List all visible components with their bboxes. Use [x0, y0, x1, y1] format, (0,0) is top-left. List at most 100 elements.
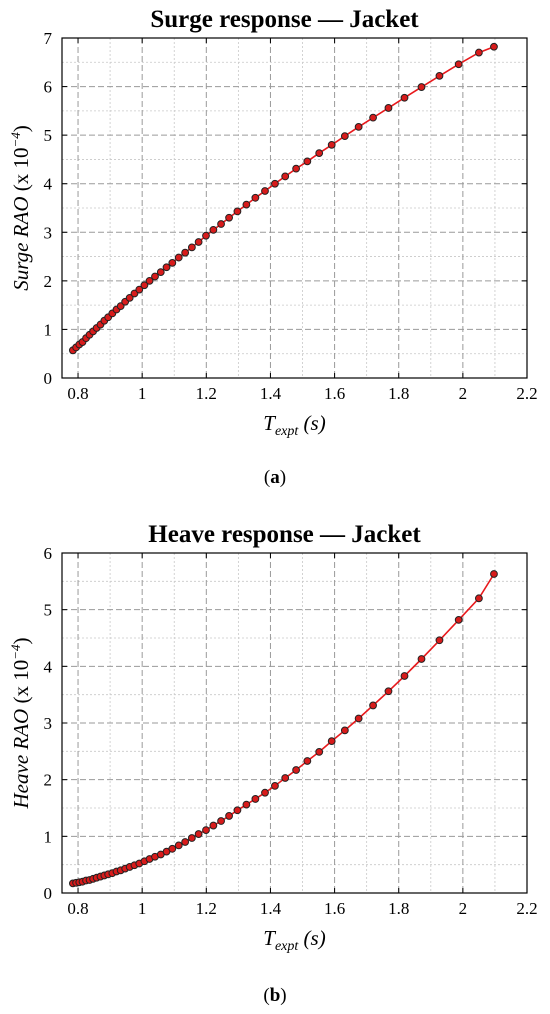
data-point: [140, 281, 149, 290]
x-tick-label: 2: [459, 384, 468, 403]
x-tick-label: 1: [138, 899, 147, 918]
y-axis-label-exponent: −4: [8, 644, 23, 660]
x-tick-label: 2: [459, 899, 468, 918]
caption-b-letter: b: [269, 985, 281, 1006]
data-point: [435, 71, 444, 80]
data-point: [174, 841, 183, 850]
x-axis-label-main: T: [263, 926, 276, 950]
data-point: [217, 817, 225, 825]
y-tick-label: 7: [44, 29, 53, 48]
surge-chart: 0.8 1 1.2 1.4 1.6 1.8 2 2.2 0 1 2 3 4 5 6 7 Surge respon…: [8, 6, 538, 439]
data-point: [292, 164, 301, 173]
x-axis-label-unit: (s): [298, 411, 325, 435]
chart-panel-surge: 0.8 1 1.2 1.4 1.6 1.8 2 2.2 0 1 2 3 4 5 6 7 Surge respon…: [0, 0, 550, 500]
data-point: [400, 672, 409, 680]
data-point: [145, 276, 154, 285]
data-point: [369, 701, 377, 710]
x-tick-label: 1.8: [388, 384, 409, 403]
x-axis-label: Texpt (s): [263, 926, 325, 954]
data-point: [194, 238, 203, 246]
data-point: [454, 615, 463, 624]
data-point: [242, 800, 251, 809]
series-markers: [69, 42, 498, 355]
y-tick-label: 6: [44, 544, 53, 563]
data-point: [354, 122, 363, 131]
data-point: [369, 113, 377, 122]
y-tick-label: 3: [44, 223, 53, 242]
data-point: [315, 149, 324, 158]
data-point: [490, 570, 498, 578]
y-axis-label-unit: (x 10: [9, 147, 33, 196]
y-axis-label-main: Surge RAO: [9, 196, 33, 290]
ticks: 0.8 1 1.2 1.4 1.6 1.8 2 2.2 0 1 2 3 4 5 6 7: [44, 29, 538, 403]
y-tick-label: 1: [44, 827, 53, 846]
data-point: [233, 207, 242, 216]
data-point: [202, 826, 210, 835]
y-axis-label: Heave RAO (x 10−4): [8, 638, 33, 810]
data-point: [474, 48, 483, 57]
data-point: [202, 231, 210, 240]
x-tick-label: 1.4: [260, 899, 282, 918]
data-point: [209, 821, 218, 830]
y-axis-label-main: Heave RAO: [9, 709, 33, 810]
data-point: [233, 806, 242, 815]
major-grid: [62, 38, 527, 378]
data-point: [168, 844, 177, 853]
plot-frame: [61, 552, 528, 894]
y-tick-label: 3: [44, 714, 53, 733]
data-point: [194, 830, 203, 838]
plot-frame: [61, 37, 528, 379]
y-tick-label: 4: [44, 657, 53, 676]
x-tick-label: 0.8: [67, 899, 88, 918]
x-tick-label: 2.2: [516, 899, 537, 918]
data-point: [340, 726, 349, 735]
heave-chart: 0.8 1 1.2 1.4 1.6 1.8 2 2.2 0 1 2 3 4 5 6 Heave respons…: [8, 521, 538, 954]
data-point: [156, 268, 165, 277]
data-point: [261, 187, 269, 195]
data-point: [400, 93, 409, 102]
y-tick-label: 2: [44, 771, 53, 790]
data-point: [327, 737, 336, 746]
data-point: [271, 782, 279, 790]
data-point: [168, 258, 177, 267]
y-tick-label: 5: [44, 126, 53, 145]
series-markers: [69, 570, 498, 888]
chart-title: Heave response — Jacket: [148, 521, 421, 548]
y-tick-label: 1: [44, 320, 53, 339]
data-point: [242, 200, 251, 209]
data-point: [125, 293, 134, 302]
y-tick-label: 0: [44, 884, 53, 903]
data-point: [151, 272, 159, 281]
x-axis-label: Texpt (s): [263, 411, 325, 439]
y-axis-label-close: ): [9, 638, 33, 645]
y-tick-label: 5: [44, 601, 53, 620]
data-point: [181, 248, 190, 257]
y-axis-label-exponent: −4: [8, 132, 23, 148]
caption-b-close: ): [280, 985, 287, 1006]
data-point: [454, 60, 463, 69]
data-point: [187, 243, 196, 252]
data-point: [251, 795, 260, 803]
caption-a-letter: a: [270, 467, 280, 488]
data-point: [354, 714, 363, 723]
data-point: [261, 788, 269, 797]
data-point: [281, 774, 290, 782]
y-tick-label: 6: [44, 78, 53, 97]
data-point: [327, 140, 336, 149]
y-tick-label: 2: [44, 272, 53, 291]
data-point: [187, 834, 196, 842]
x-axis-label-sub: expt: [275, 424, 299, 439]
data-point: [251, 193, 260, 202]
data-point: [271, 179, 279, 188]
x-tick-label: 1.2: [196, 384, 217, 403]
data-point: [217, 220, 225, 228]
series-line: [72, 573, 495, 885]
x-tick-label: 1.6: [324, 384, 345, 403]
ticks: 0.8 1 1.2 1.4 1.6 1.8 2 2.2 0 1 2 3 4 5 6: [44, 544, 538, 918]
data-point: [315, 748, 324, 756]
data-point: [281, 172, 290, 181]
data-point: [162, 263, 171, 272]
x-tick-label: 1.2: [196, 899, 217, 918]
data-point: [474, 594, 483, 603]
data-point: [417, 655, 426, 663]
